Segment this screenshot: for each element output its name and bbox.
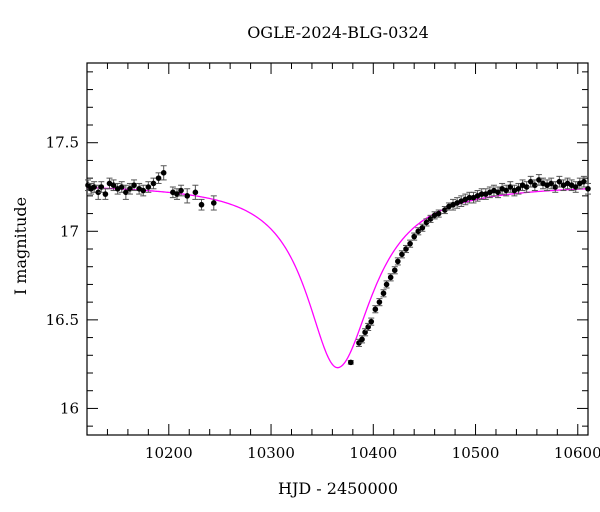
data-point (131, 182, 137, 189)
data-point (407, 240, 413, 247)
data-point (150, 180, 157, 187)
data-point (184, 193, 190, 199)
y-tick-label: 16.5 (46, 311, 79, 329)
data-point (372, 306, 379, 313)
data-point (192, 189, 199, 196)
data-point (478, 191, 485, 197)
data-point (552, 184, 559, 190)
data-point (415, 228, 422, 235)
data-point (210, 200, 217, 206)
data-point (466, 194, 473, 201)
data-point (359, 336, 365, 343)
data-point (140, 187, 147, 194)
chart-title: OGLE-2024-BLG-0324 (247, 23, 429, 42)
y-tick-label: 17 (60, 222, 79, 240)
model-curve (86, 186, 589, 369)
data-point (523, 184, 530, 190)
data-point (391, 267, 398, 274)
data-point (160, 170, 167, 176)
data-point (585, 185, 591, 192)
y-axis-title: I magnitude (11, 197, 30, 295)
data-point (102, 191, 109, 197)
data-point (442, 207, 448, 213)
data-point (387, 274, 394, 281)
data-point (145, 184, 152, 190)
data-point (95, 189, 102, 196)
x-tick-label: 10500 (452, 444, 500, 462)
data-point (347, 359, 354, 366)
data-point (383, 281, 390, 288)
x-tick-label: 10200 (145, 444, 193, 462)
data-point (368, 318, 375, 325)
data-point (435, 210, 442, 217)
data-point (198, 201, 205, 208)
data-point (376, 299, 383, 305)
x-tick-label: 10400 (349, 444, 397, 462)
plot-frame (86, 62, 589, 436)
data-point (427, 216, 434, 222)
x-tick-label: 10600 (554, 444, 600, 462)
data-point (395, 258, 401, 265)
y-tick-label: 16 (60, 399, 79, 417)
y-tick-label: 17.5 (46, 134, 79, 152)
x-axis-title: HJD - 2450000 (278, 479, 398, 498)
x-tick-label: 10300 (247, 444, 295, 462)
data-point (155, 175, 162, 181)
plot-area: 10200 10300 10400 10500 10600 16 16.5 17 17.5 (46, 62, 600, 462)
data-point (423, 219, 430, 226)
data-point (380, 290, 387, 297)
data-point (178, 187, 184, 194)
data-point (532, 182, 538, 189)
